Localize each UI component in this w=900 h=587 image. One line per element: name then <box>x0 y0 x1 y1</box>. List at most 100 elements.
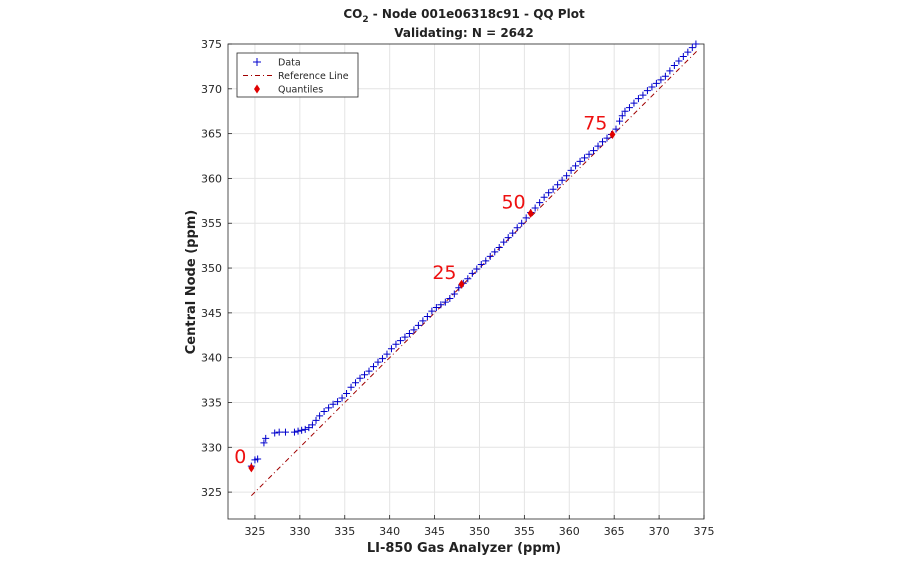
data-point <box>509 229 517 237</box>
quantile-label: 75 <box>583 113 607 135</box>
data-point <box>374 358 382 366</box>
x-tick-label: 325 <box>244 525 265 538</box>
y-tick-label: 355 <box>201 217 222 230</box>
quantile-point <box>458 279 465 289</box>
data-point <box>648 83 656 91</box>
data-point <box>634 95 642 103</box>
data-point <box>643 87 651 95</box>
data-point <box>410 326 418 334</box>
x-tick-label: 355 <box>514 525 535 538</box>
data-point <box>294 427 302 435</box>
data-point <box>343 390 351 398</box>
y-tick-label: 335 <box>201 396 222 409</box>
data-point <box>312 416 320 424</box>
chart-title: CO2 - Node 001e06318c91 - QQ Plot <box>343 7 585 25</box>
chart-title-suffix: - Node 001e06318c91 - QQ Plot <box>369 7 585 21</box>
data-point <box>356 374 364 382</box>
legend: Data Reference Line Quantiles <box>236 52 359 98</box>
data-point <box>618 112 626 120</box>
data-point <box>387 345 395 353</box>
data-point <box>666 67 674 75</box>
data-point <box>513 224 521 232</box>
data-point <box>254 455 262 463</box>
data-point <box>639 91 647 99</box>
data-point <box>652 79 660 87</box>
data-point <box>486 252 494 260</box>
data-point <box>585 150 593 158</box>
data-point <box>305 424 313 432</box>
data-point <box>612 125 620 133</box>
data-point <box>625 104 633 112</box>
data-point <box>419 317 427 325</box>
data-point <box>414 321 422 329</box>
data-point <box>531 204 539 212</box>
y-tick-label: 370 <box>201 83 222 96</box>
data-point <box>545 189 553 197</box>
data-point <box>338 394 346 402</box>
axes-box <box>227 43 705 520</box>
quantile-label: 25 <box>432 262 456 284</box>
data-point <box>446 295 454 303</box>
x-tick-label: 340 <box>379 525 400 538</box>
data-point <box>572 162 580 170</box>
data-point <box>401 333 409 341</box>
data-point <box>423 312 431 320</box>
y-tick-label: 350 <box>201 262 222 275</box>
data-point <box>576 157 584 165</box>
data-point <box>347 383 355 391</box>
x-tick-label: 345 <box>424 525 445 538</box>
data-point <box>540 193 548 201</box>
data-point <box>563 172 571 180</box>
y-tick-label: 325 <box>201 486 222 499</box>
data-point <box>369 363 377 371</box>
y-tick-label: 345 <box>201 307 222 320</box>
data-point <box>320 407 328 415</box>
data-point <box>599 138 607 146</box>
chart-subtitle: Validating: N = 2642 <box>394 26 533 40</box>
data-point <box>504 234 512 242</box>
data-point <box>428 307 436 315</box>
data-point <box>308 421 316 429</box>
data-point <box>518 219 526 227</box>
data-point <box>329 400 337 408</box>
y-axis-label: Central Node (ppm) <box>184 210 199 355</box>
legend-marker-quantiles <box>254 84 260 94</box>
data-point <box>567 166 575 174</box>
data-point <box>594 142 602 150</box>
x-axis-label: LI-850 Gas Analyzer (ppm) <box>367 541 561 556</box>
quantile-point <box>609 130 616 140</box>
data-point <box>262 434 270 442</box>
x-tick-label: 375 <box>694 525 715 538</box>
legend-marker-data <box>253 58 261 66</box>
legend-label: Quantiles <box>278 85 323 96</box>
data-point <box>473 265 481 273</box>
y-tick-label: 365 <box>201 128 222 141</box>
data-point <box>290 428 298 436</box>
data-point <box>392 340 400 348</box>
quantile-label: 0 <box>234 446 246 468</box>
data-point <box>437 301 445 309</box>
data-point <box>491 248 499 256</box>
y-tick-label: 330 <box>201 441 222 454</box>
x-tick-label: 360 <box>559 525 580 538</box>
data-point <box>558 176 566 184</box>
data-point <box>281 428 289 436</box>
data-point <box>468 269 476 277</box>
data-point <box>396 337 404 345</box>
data-point <box>536 199 544 207</box>
data-point <box>477 260 485 268</box>
data-point <box>441 298 449 306</box>
data-point <box>603 134 611 142</box>
data-point <box>590 147 598 155</box>
data-point <box>316 412 324 420</box>
data-point <box>301 425 309 433</box>
data-point <box>630 99 638 107</box>
data-point <box>298 426 306 434</box>
data-point <box>692 40 700 48</box>
y-tick-label: 340 <box>201 352 222 365</box>
data-point <box>378 355 386 363</box>
data-point <box>684 48 692 56</box>
x-tick-label: 365 <box>604 525 625 538</box>
